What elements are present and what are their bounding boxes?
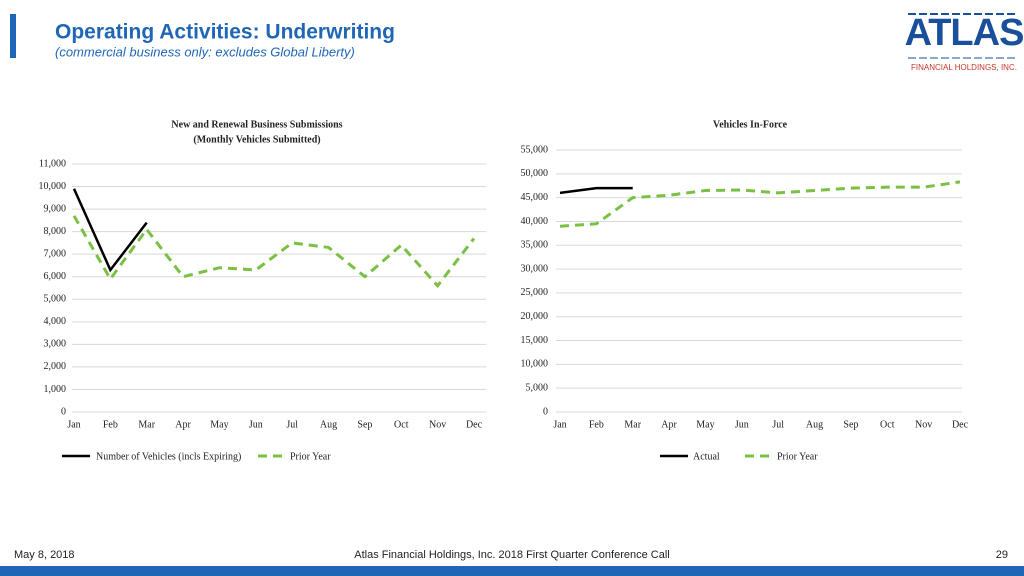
y-tick-label: 5,000 bbox=[526, 382, 549, 393]
x-tick-label: Dec bbox=[466, 419, 483, 430]
y-tick-label: 40,000 bbox=[521, 216, 549, 227]
x-tick-label: May bbox=[210, 419, 228, 430]
x-tick-label: Aug bbox=[806, 419, 823, 430]
x-tick-label: Feb bbox=[103, 419, 118, 430]
series-line bbox=[559, 186, 633, 195]
y-tick-label: 0 bbox=[543, 406, 548, 417]
y-tick-label: 1,000 bbox=[44, 384, 67, 395]
x-tick-label: Sep bbox=[843, 419, 858, 430]
x-tick-label: Jul bbox=[772, 419, 784, 430]
y-tick-label: 30,000 bbox=[521, 263, 549, 274]
y-tick-label: 45,000 bbox=[521, 192, 549, 203]
x-tick-label: May bbox=[696, 419, 714, 430]
x-tick-label: Feb bbox=[589, 419, 604, 430]
y-tick-label: 50,000 bbox=[521, 168, 549, 179]
y-tick-label: 25,000 bbox=[521, 287, 549, 298]
x-tick-label: Jun bbox=[735, 419, 749, 430]
x-tick-label: Nov bbox=[915, 419, 932, 430]
footer-page: 29 bbox=[996, 549, 1008, 561]
x-tick-label: Aug bbox=[320, 419, 337, 430]
x-tick-label: Dec bbox=[952, 419, 969, 430]
y-tick-label: 0 bbox=[61, 406, 66, 417]
y-tick-label: 8,000 bbox=[44, 226, 67, 237]
legend-label: Actual bbox=[693, 451, 720, 462]
x-tick-label: Oct bbox=[880, 419, 895, 430]
y-tick-label: 9,000 bbox=[44, 203, 67, 214]
chart-subtitle: (Monthly Vehicles Submitted) bbox=[193, 134, 320, 145]
y-tick-label: 20,000 bbox=[521, 311, 549, 322]
x-tick-label: Jan bbox=[553, 419, 566, 430]
y-tick-label: 35,000 bbox=[521, 240, 549, 251]
footer-date: May 8, 2018 bbox=[14, 549, 75, 561]
y-tick-label: 6,000 bbox=[44, 271, 67, 282]
y-tick-label: 2,000 bbox=[44, 361, 67, 372]
series-line bbox=[72, 188, 148, 273]
x-tick-label: Jun bbox=[249, 419, 263, 430]
x-tick-label: Mar bbox=[138, 419, 155, 430]
y-tick-label: 5,000 bbox=[44, 294, 67, 305]
slide-title: Operating Activities: Underwriting bbox=[55, 21, 395, 44]
logo: ATLAS bbox=[905, 12, 1024, 54]
slide-subtitle: (commercial business only: excludes Glob… bbox=[55, 44, 355, 59]
y-tick-label: 7,000 bbox=[44, 248, 67, 259]
x-tick-label: Sep bbox=[357, 419, 372, 430]
logo-subtitle: FINANCIAL HOLDINGS, INC. bbox=[911, 63, 1017, 72]
footer-bar bbox=[0, 566, 1024, 576]
legend-label: Number of Vehicles (incls Expiring) bbox=[96, 451, 241, 462]
chart-title: New and Renewal Business Submissions bbox=[171, 119, 342, 130]
y-tick-label: 11,000 bbox=[39, 158, 66, 169]
accent-bar bbox=[10, 14, 16, 58]
y-tick-label: 3,000 bbox=[44, 339, 67, 350]
legend-label: Prior Year bbox=[777, 451, 818, 462]
footer-event: Atlas Financial Holdings, Inc. 2018 Firs… bbox=[354, 549, 669, 561]
legend-label: Prior Year bbox=[290, 451, 331, 462]
y-tick-label: 4,000 bbox=[44, 316, 67, 327]
x-tick-label: Nov bbox=[429, 419, 446, 430]
y-tick-label: 10,000 bbox=[521, 359, 549, 370]
chart-title: Vehicles In-Force bbox=[713, 119, 788, 130]
series-line bbox=[72, 215, 476, 289]
x-tick-label: Jan bbox=[67, 419, 80, 430]
x-tick-label: Apr bbox=[175, 419, 191, 430]
x-tick-label: Jul bbox=[286, 419, 298, 430]
x-tick-label: Apr bbox=[661, 419, 677, 430]
y-tick-label: 10,000 bbox=[39, 181, 67, 192]
x-tick-label: Mar bbox=[624, 419, 641, 430]
y-tick-label: 55,000 bbox=[521, 144, 549, 155]
x-tick-label: Oct bbox=[394, 419, 409, 430]
y-tick-label: 15,000 bbox=[521, 335, 549, 346]
